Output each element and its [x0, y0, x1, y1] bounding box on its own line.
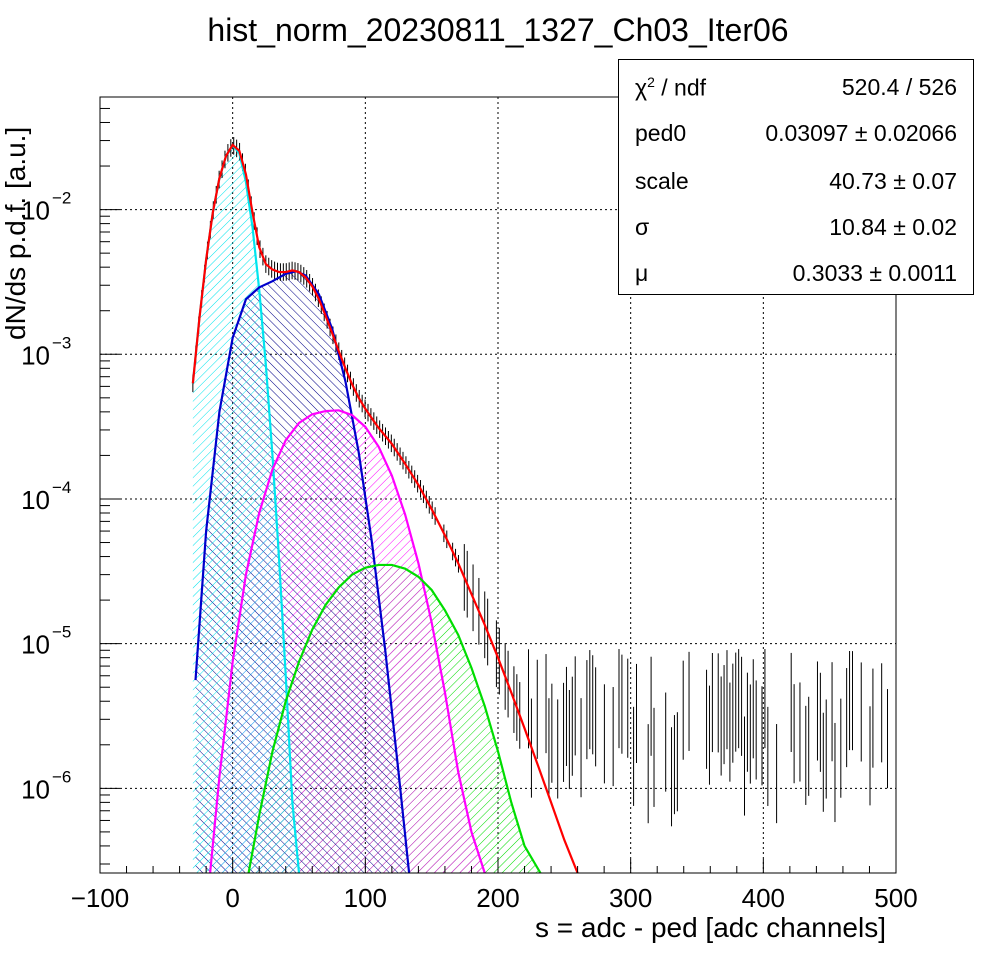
series-curve-0: [191, 143, 579, 873]
chart-title: hist_norm_20230811_1327_Ch03_Iter06: [207, 12, 789, 48]
x-tick-label: 500: [874, 883, 917, 913]
stats-label-chi2: χ2 / ndf: [635, 74, 706, 102]
stats-label-mu: μ: [635, 260, 649, 286]
stats-value-chi2: 520.4 / 526: [841, 74, 957, 100]
x-tick-label: −100: [71, 883, 130, 913]
chi-ndf-text: / ndf: [654, 74, 707, 101]
stats-value-ped0: 0.03097 ± 0.02066: [765, 120, 957, 146]
stats-label-ped0: ped0: [635, 120, 687, 146]
y-tick-label: 10: [21, 340, 50, 370]
x-tick-label: 400: [742, 883, 785, 913]
y-axis-label: dN/ds p.d.f. [a.u.]: [0, 126, 31, 340]
y-tick-label: 10: [21, 630, 50, 660]
y-axis-ticks: 10−210−310−410−510−6: [21, 96, 120, 865]
y-tick-label: 10: [21, 485, 50, 515]
stats-label-sigma: σ: [635, 214, 650, 240]
chi-exponent: 2: [647, 74, 655, 90]
stats-box: χ2 / ndf 520.4 / 526 ped0 0.03097 ± 0.02…: [618, 59, 974, 295]
y-tick-exponent: −6: [52, 767, 71, 786]
y-tick-exponent: −5: [52, 623, 71, 642]
chi-symbol: χ: [635, 74, 648, 101]
series-curve-3: [209, 409, 486, 873]
stats-value-scale: 40.73 ± 0.07: [829, 168, 957, 194]
component-fills: [192, 145, 541, 873]
y-tick-label: 10: [21, 774, 50, 804]
stats-value-sigma: 10.84 ± 0.02: [829, 214, 957, 240]
series-curve-4: [247, 563, 542, 873]
stats-row-sigma: σ 10.84 ± 0.02: [619, 206, 973, 252]
stats-row-chi2: χ2 / ndf 520.4 / 526: [619, 66, 973, 112]
stats-label-scale: scale: [635, 168, 689, 194]
stats-row-mu: μ 0.3033 ± 0.0011: [619, 252, 973, 298]
stats-row-scale: scale 40.73 ± 0.07: [619, 160, 973, 206]
y-tick-exponent: −2: [52, 189, 71, 208]
x-tick-label: 0: [225, 883, 239, 913]
x-tick-label: 100: [344, 883, 387, 913]
stats-row-ped0: ped0 0.03097 ± 0.02066: [619, 112, 973, 158]
fit-curves: [191, 137, 889, 873]
x-axis-label: s = adc - ped [adc channels]: [535, 912, 886, 943]
y-tick-exponent: −4: [52, 478, 71, 497]
stats-value-mu: 0.3033 ± 0.0011: [792, 260, 957, 286]
component-fill-1: [192, 145, 299, 873]
x-tick-label: 200: [476, 883, 519, 913]
x-axis-ticks: −100 0 100 200 300 400 500: [71, 859, 918, 913]
y-tick-label: 10: [21, 196, 50, 226]
x-tick-label: 300: [609, 883, 652, 913]
y-tick-exponent: −3: [52, 333, 71, 352]
